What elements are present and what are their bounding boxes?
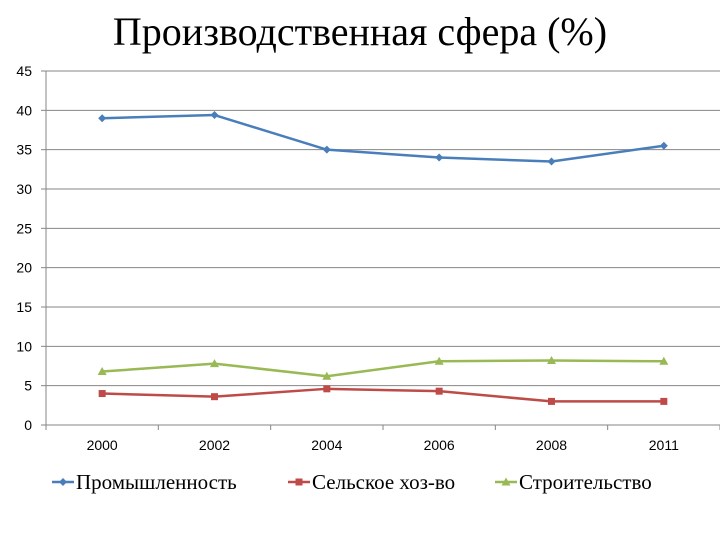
legend-marker — [501, 477, 511, 486]
data-point — [435, 387, 443, 395]
legend-label: Строительство — [519, 470, 652, 494]
data-point — [97, 367, 107, 376]
y-tick-label: 15 — [16, 299, 32, 315]
chart-title: Производственная сфера (%) — [112, 9, 608, 54]
data-point — [547, 157, 556, 166]
data-point — [98, 390, 106, 398]
series-group — [97, 111, 669, 405]
legend-marker — [59, 478, 67, 486]
legend-item: Строительство — [495, 470, 652, 494]
y-tick-labels: 0 5 10 15 20 25 30 35 40 45 — [16, 63, 32, 433]
legend-item: Сельское хоз-во — [288, 470, 455, 494]
legend: Промышленность Сельское хоз-во Строительст… — [52, 470, 652, 494]
x-tick-label: 2000 — [87, 437, 118, 453]
data-point — [210, 111, 219, 120]
data-point — [322, 145, 331, 154]
x-tick-label: 2008 — [536, 437, 567, 453]
data-point — [211, 393, 218, 401]
legend-item: Промышленность — [52, 470, 237, 494]
data-point — [98, 114, 107, 123]
y-tick-label: 5 — [24, 378, 32, 394]
x-tick-label: 2006 — [424, 437, 455, 453]
data-point — [659, 141, 668, 150]
series-line — [102, 113, 665, 163]
data-point — [323, 385, 331, 393]
series-1 — [98, 385, 668, 405]
x-tick-label: 2002 — [199, 437, 230, 453]
data-point — [435, 153, 444, 162]
axes — [41, 70, 720, 430]
grid-lines — [46, 70, 720, 387]
x-tick-label: 2004 — [311, 437, 342, 453]
data-point — [660, 397, 668, 405]
y-tick-label: 10 — [16, 338, 32, 354]
y-tick-label: 40 — [16, 102, 32, 118]
y-tick-label: 25 — [16, 220, 32, 236]
legend-marker — [295, 478, 303, 486]
series-line — [102, 359, 664, 378]
y-tick-label: 0 — [24, 417, 32, 433]
y-tick-label: 20 — [16, 260, 32, 276]
series-0 — [98, 111, 668, 166]
series-line — [102, 387, 664, 403]
data-point — [659, 356, 669, 365]
x-tick-labels: 2000 2002 2004 2006 2008 2011 — [87, 437, 680, 453]
legend-label: Сельское хоз-во — [312, 470, 455, 494]
y-tick-label: 30 — [16, 181, 32, 197]
y-tick-label: 35 — [16, 142, 32, 158]
data-point — [210, 359, 219, 368]
data-point — [434, 356, 444, 365]
x-tick-label: 2011 — [649, 437, 679, 453]
data-point — [548, 397, 555, 405]
series-2 — [97, 355, 669, 380]
data-point — [547, 355, 556, 364]
data-point — [322, 371, 332, 380]
legend-label: Промышленность — [76, 470, 237, 494]
y-tick-label: 45 — [16, 63, 32, 79]
